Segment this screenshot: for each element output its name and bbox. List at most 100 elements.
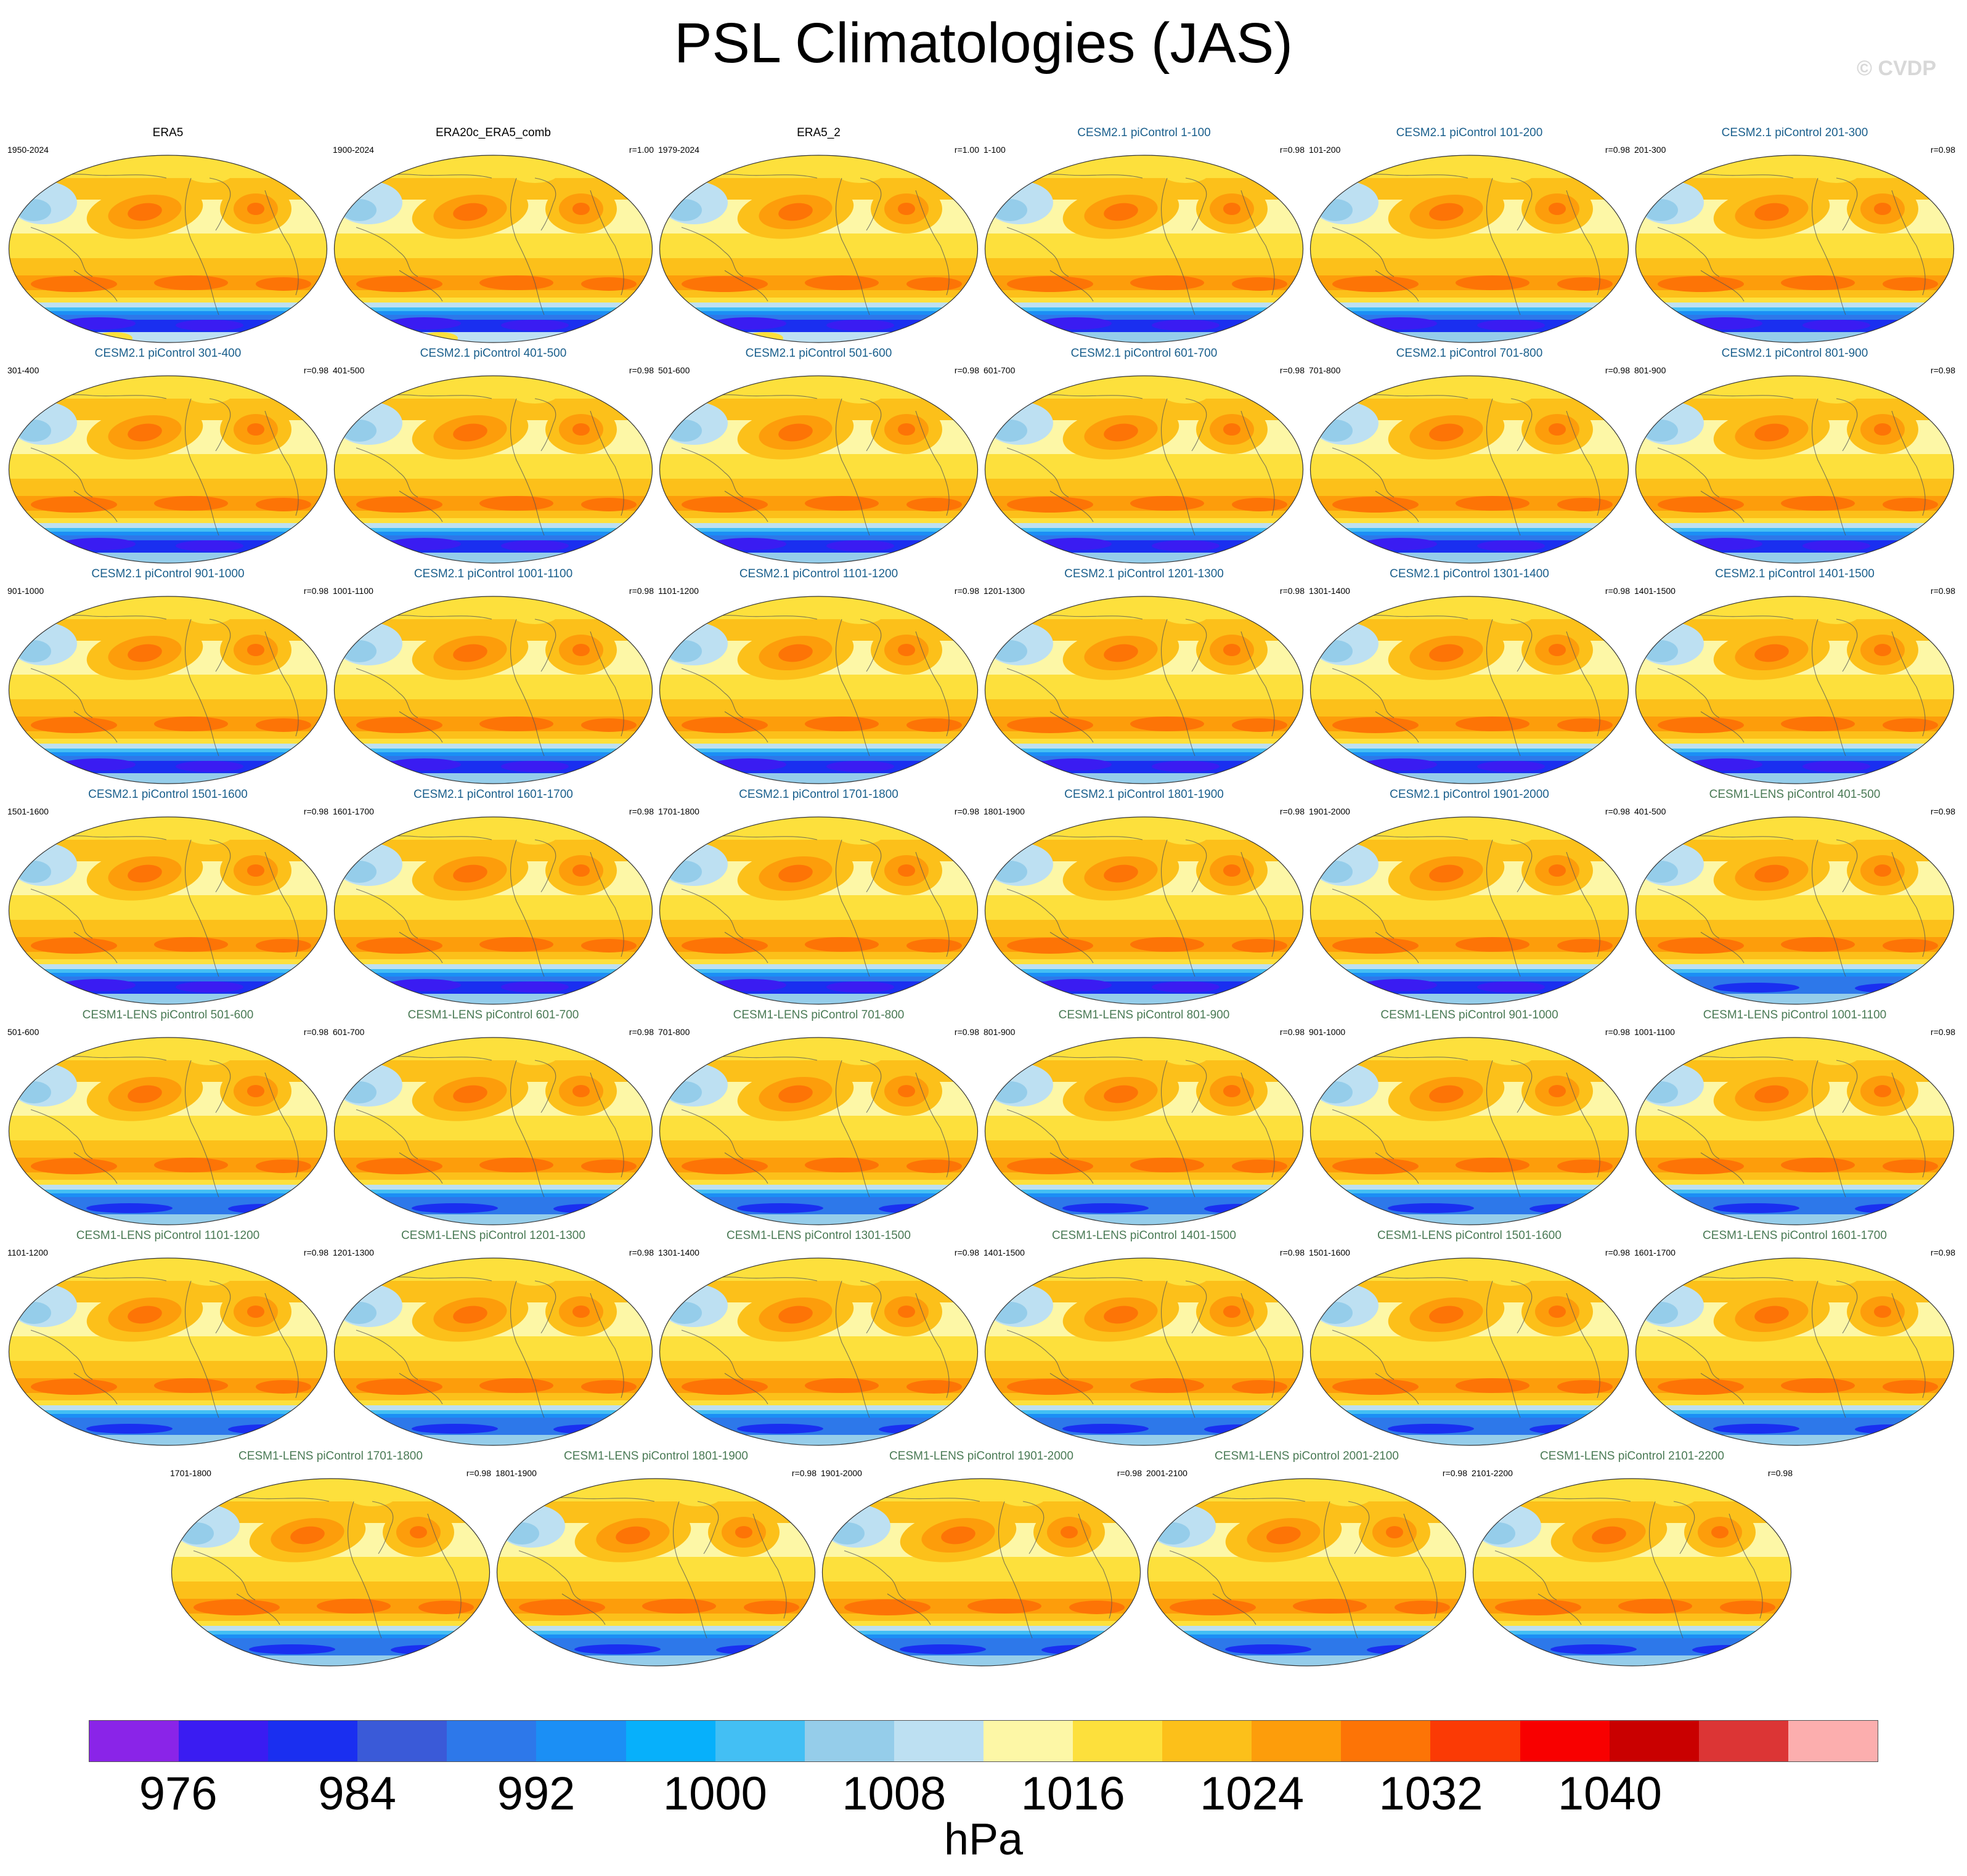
panel-pattern-correlation: r=0.98 bbox=[303, 365, 328, 375]
panel-pattern-correlation: r=0.98 bbox=[629, 806, 654, 816]
panel-pattern-correlation: r=0.98 bbox=[1279, 365, 1305, 375]
psl-map bbox=[8, 375, 328, 564]
panel-title: CESM2.1 piControl 1301-1400 bbox=[1390, 567, 1549, 580]
map-panel: CESM1-LENS piControl 1101-1200 1101-1200 r… bbox=[6, 1229, 330, 1446]
map-panel: CESM1-LENS piControl 1901-2000 1901-2000 r… bbox=[820, 1450, 1143, 1667]
panel-period: 401-500 bbox=[1634, 806, 1666, 816]
map-panel: CESM1-LENS piControl 2101-2200 2101-2200 r… bbox=[1470, 1450, 1794, 1667]
panel-period: 1900-2024 bbox=[333, 145, 374, 155]
panel-period: 2101-2200 bbox=[1472, 1468, 1513, 1478]
psl-map bbox=[8, 1037, 328, 1225]
panel-title: CESM2.1 piControl 1001-1100 bbox=[413, 567, 573, 580]
panel-pattern-correlation: r=0.98 bbox=[1279, 1027, 1305, 1037]
colorbar-box bbox=[894, 1721, 984, 1761]
panel-title: CESM2.1 piControl 1101-1200 bbox=[739, 567, 898, 580]
panel-title: CESM1-LENS piControl 1701-1800 bbox=[238, 1450, 423, 1463]
panel-period: 1901-2000 bbox=[821, 1468, 862, 1478]
panel-period: 1101-1200 bbox=[658, 586, 699, 596]
panel-title: CESM1-LENS piControl 1101-1200 bbox=[76, 1229, 260, 1242]
panel-title: CESM1-LENS piControl 1301-1500 bbox=[727, 1229, 911, 1242]
panel-pattern-correlation: r=0.98 bbox=[1930, 145, 1955, 155]
panel-period: 1001-1100 bbox=[1634, 1027, 1675, 1037]
panel-pattern-correlation: r=0.98 bbox=[303, 586, 328, 596]
psl-map bbox=[1635, 1037, 1955, 1225]
panel-pattern-correlation: r=0.98 bbox=[303, 1027, 328, 1037]
panel-title: CESM2.1 piControl 1801-1900 bbox=[1064, 788, 1224, 801]
panel-pattern-correlation: r=0.98 bbox=[954, 586, 979, 596]
panel-period: 1701-1800 bbox=[658, 806, 699, 816]
psl-map bbox=[333, 1037, 653, 1225]
colorbar-box bbox=[1609, 1721, 1699, 1761]
colorbar-tick-label: 984 bbox=[318, 1768, 396, 1820]
psl-map bbox=[1309, 1257, 1629, 1446]
panel-period: 1601-1700 bbox=[333, 806, 374, 816]
map-panel: CESM2.1 piControl 1601-1700 1601-1700 r=0.… bbox=[332, 788, 655, 1005]
panel-pattern-correlation: r=0.98 bbox=[1930, 586, 1955, 596]
psl-map bbox=[171, 1478, 491, 1667]
map-panel: CESM1-LENS piControl 2001-2100 2001-2100 r… bbox=[1145, 1450, 1468, 1667]
psl-map bbox=[1472, 1478, 1792, 1667]
colorbar-box bbox=[1073, 1721, 1163, 1761]
panel-title: CESM2.1 piControl 1701-1800 bbox=[739, 788, 898, 801]
map-panel: CESM2.1 piControl 1001-1100 1001-1100 r=0.… bbox=[332, 567, 655, 784]
panel-title: CESM2.1 piControl 101-200 bbox=[1396, 126, 1543, 139]
panel-period: 801-900 bbox=[1634, 365, 1666, 375]
psl-map bbox=[8, 1257, 328, 1446]
map-panel: CESM1-LENS piControl 701-800 701-800 r=0.9… bbox=[657, 1009, 980, 1225]
psl-map bbox=[1147, 1478, 1467, 1667]
map-panel: CESM1-LENS piControl 1701-1800 1701-1800 r… bbox=[169, 1450, 492, 1667]
panel-period: 1501-1600 bbox=[1309, 1248, 1350, 1257]
panel-title: CESM2.1 piControl 1901-2000 bbox=[1390, 788, 1549, 801]
map-panel: CESM1-LENS piControl 1401-1500 1401-1500 r… bbox=[982, 1229, 1306, 1446]
panel-period: 401-500 bbox=[333, 365, 365, 375]
colorbar-tick-label: 1040 bbox=[1557, 1768, 1662, 1820]
map-panel: CESM2.1 piControl 1901-2000 1901-2000 r=0.… bbox=[1308, 788, 1631, 1005]
panel-pattern-correlation: r=0.98 bbox=[1605, 145, 1630, 155]
map-panel: CESM2.1 piControl 1701-1800 1701-1800 r=0.… bbox=[657, 788, 980, 1005]
panel-title: CESM2.1 piControl 901-1000 bbox=[91, 567, 245, 580]
colorbar-tick-labels: 976 984 992 1000 1008 1016 1024 1032 1040 bbox=[89, 1767, 1878, 1820]
panel-pattern-correlation: r=1.00 bbox=[629, 145, 654, 155]
panel-title: CESM1-LENS piControl 1201-1300 bbox=[401, 1229, 585, 1242]
map-panel: CESM2.1 piControl 901-1000 901-1000 r=0.98 bbox=[6, 567, 330, 784]
panel-pattern-correlation: r=0.98 bbox=[466, 1468, 491, 1478]
colorbar-box bbox=[1162, 1721, 1252, 1761]
panel-title: CESM1-LENS piControl 1901-2000 bbox=[889, 1450, 1073, 1463]
panel-pattern-correlation: r=0.98 bbox=[1279, 145, 1305, 155]
map-panel: CESM2.1 piControl 501-600 501-600 r=0.98 bbox=[657, 347, 980, 564]
panel-title: CESM2.1 piControl 1201-1300 bbox=[1064, 567, 1224, 580]
map-panel: CESM1-LENS piControl 1801-1900 1801-1900 r… bbox=[494, 1450, 818, 1667]
colorbar-box bbox=[447, 1721, 537, 1761]
panel-pattern-correlation: r=0.98 bbox=[629, 1027, 654, 1037]
psl-map bbox=[1635, 596, 1955, 784]
panel-period: 1401-1500 bbox=[1634, 586, 1676, 596]
map-panel: CESM2.1 piControl 101-200 101-200 r=0.98 bbox=[1308, 126, 1631, 343]
colorbar-box bbox=[89, 1721, 179, 1761]
panel-pattern-correlation: r=0.98 bbox=[1279, 586, 1305, 596]
panel-pattern-correlation: r=0.98 bbox=[1279, 806, 1305, 816]
panel-period: 1801-1900 bbox=[495, 1468, 537, 1478]
panel-period: 1201-1300 bbox=[333, 1248, 374, 1257]
panel-period: 1301-1400 bbox=[1309, 586, 1350, 596]
map-panel: CESM2.1 piControl 1801-1900 1801-1900 r=0.… bbox=[982, 788, 1306, 1005]
colorbar-box bbox=[268, 1721, 358, 1761]
map-panel: CESM2.1 piControl 1401-1500 1401-1500 r=0.… bbox=[1633, 567, 1957, 784]
panel-pattern-correlation: r=0.98 bbox=[1605, 1027, 1630, 1037]
panel-pattern-correlation: r=0.98 bbox=[1930, 806, 1955, 816]
map-panel: CESM1-LENS piControl 401-500 401-500 r=0.9… bbox=[1633, 788, 1957, 1005]
map-panel: CESM2.1 piControl 401-500 401-500 r=0.98 bbox=[332, 347, 655, 564]
panel-title: CESM2.1 piControl 1-100 bbox=[1077, 126, 1211, 139]
panel-pattern-correlation: r=0.98 bbox=[303, 1248, 328, 1257]
panel-period: 501-600 bbox=[658, 365, 690, 375]
map-panel: CESM1-LENS piControl 1201-1300 1201-1300 r… bbox=[332, 1229, 655, 1446]
psl-map bbox=[333, 375, 653, 564]
panel-title: CESM2.1 piControl 1601-1700 bbox=[413, 788, 573, 801]
panel-pattern-correlation: r=0.98 bbox=[954, 1248, 979, 1257]
panel-pattern-correlation: r=0.98 bbox=[1117, 1468, 1142, 1478]
panel-title: ERA20c_ERA5_comb bbox=[436, 126, 551, 139]
panel-pattern-correlation: r=0.98 bbox=[1930, 1027, 1955, 1037]
psl-map bbox=[8, 155, 328, 343]
panel-title: CESM2.1 piControl 501-600 bbox=[745, 347, 892, 360]
panel-period: 1201-1300 bbox=[984, 586, 1025, 596]
panel-title: CESM1-LENS piControl 1601-1700 bbox=[1703, 1229, 1887, 1242]
